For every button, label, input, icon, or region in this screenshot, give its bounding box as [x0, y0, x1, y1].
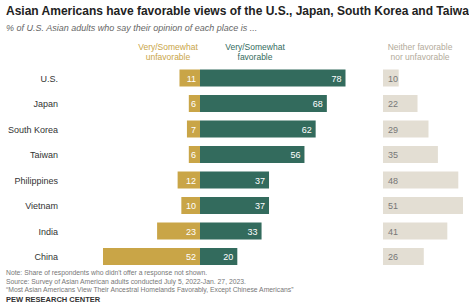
data-label: 51 — [388, 201, 398, 211]
bar-neither — [383, 223, 447, 240]
bar-unfavorable — [189, 146, 200, 163]
bar-favorable — [200, 197, 269, 214]
data-label: 68 — [313, 99, 323, 109]
data-label: 10 — [186, 201, 196, 211]
category-label: U.S. — [40, 74, 58, 84]
bar-favorable — [200, 146, 304, 163]
data-label: 41 — [388, 227, 398, 237]
data-label: 22 — [388, 99, 398, 109]
bar-neither — [383, 95, 418, 112]
bar-unfavorable — [179, 70, 200, 87]
category-label: Vietnam — [25, 201, 58, 211]
data-label: 48 — [388, 176, 398, 186]
bar-unfavorable — [187, 121, 200, 138]
source-label: PEW RESEARCH CENTER — [6, 295, 101, 304]
note: “Most Asian Americans View Their Ancestr… — [6, 286, 294, 294]
data-label: 23 — [186, 227, 196, 237]
data-label: 35 — [388, 150, 398, 160]
data-label: 56 — [290, 150, 300, 160]
bars — [103, 70, 463, 266]
data-label: 10 — [388, 74, 398, 84]
data-label: 12 — [186, 176, 196, 186]
column-header: Neither favorablenor unfavorable — [388, 42, 453, 62]
note: Source: Survey of Asian American adults … — [6, 278, 246, 286]
data-label: 20 — [223, 252, 233, 262]
bar-favorable — [200, 95, 327, 112]
data-label: 11 — [187, 74, 196, 84]
data-label: 6 — [191, 150, 196, 160]
bar-neither — [383, 146, 438, 163]
bar-neither — [383, 121, 428, 138]
note: Note: Share of respondents who didn't of… — [6, 269, 207, 277]
bar-unfavorable — [157, 223, 200, 240]
data-label: 37 — [255, 201, 265, 211]
title: Asian Americans have favorable views of … — [6, 4, 469, 18]
data-label: 26 — [388, 252, 398, 262]
category-label: Japan — [33, 99, 58, 109]
category-label: Taiwan — [30, 150, 58, 160]
bar-unfavorable — [189, 95, 200, 112]
bar-favorable — [200, 248, 237, 265]
subtitle: % of U.S. Asian adults who say their opi… — [6, 23, 257, 33]
column-header: Very/Somewhatunfavorable — [138, 42, 198, 62]
category-label: Philippines — [14, 176, 58, 186]
bar-unfavorable — [178, 172, 200, 189]
data-label: 33 — [248, 227, 258, 237]
labels: U.S. 11 78 10 Japan 6 68 22 South Korea 7 62 29 Taiw… — [8, 74, 398, 263]
bar-favorable — [200, 172, 269, 189]
data-label: 78 — [331, 74, 341, 84]
bar-favorable — [200, 70, 346, 87]
bar-unfavorable — [181, 197, 200, 214]
bar-favorable — [200, 223, 262, 240]
data-label: 37 — [255, 176, 265, 186]
data-label: 6 — [191, 99, 196, 109]
category-label: South Korea — [8, 125, 58, 135]
chart: Asian Americans have favorable views of … — [0, 0, 469, 306]
column-header: Very/Somewhatfavorable — [225, 42, 285, 62]
bar-neither — [383, 197, 463, 214]
bar-neither — [383, 172, 458, 189]
data-label: 7 — [191, 125, 196, 135]
category-label: India — [38, 227, 58, 237]
data-label: 52 — [186, 252, 196, 262]
bar-favorable — [200, 121, 316, 138]
data-label: 62 — [302, 125, 312, 135]
bar-unfavorable — [103, 248, 200, 265]
bar-neither — [383, 70, 399, 87]
data-label: 29 — [388, 125, 398, 135]
category-label: China — [34, 252, 58, 262]
bar-neither — [383, 248, 424, 265]
